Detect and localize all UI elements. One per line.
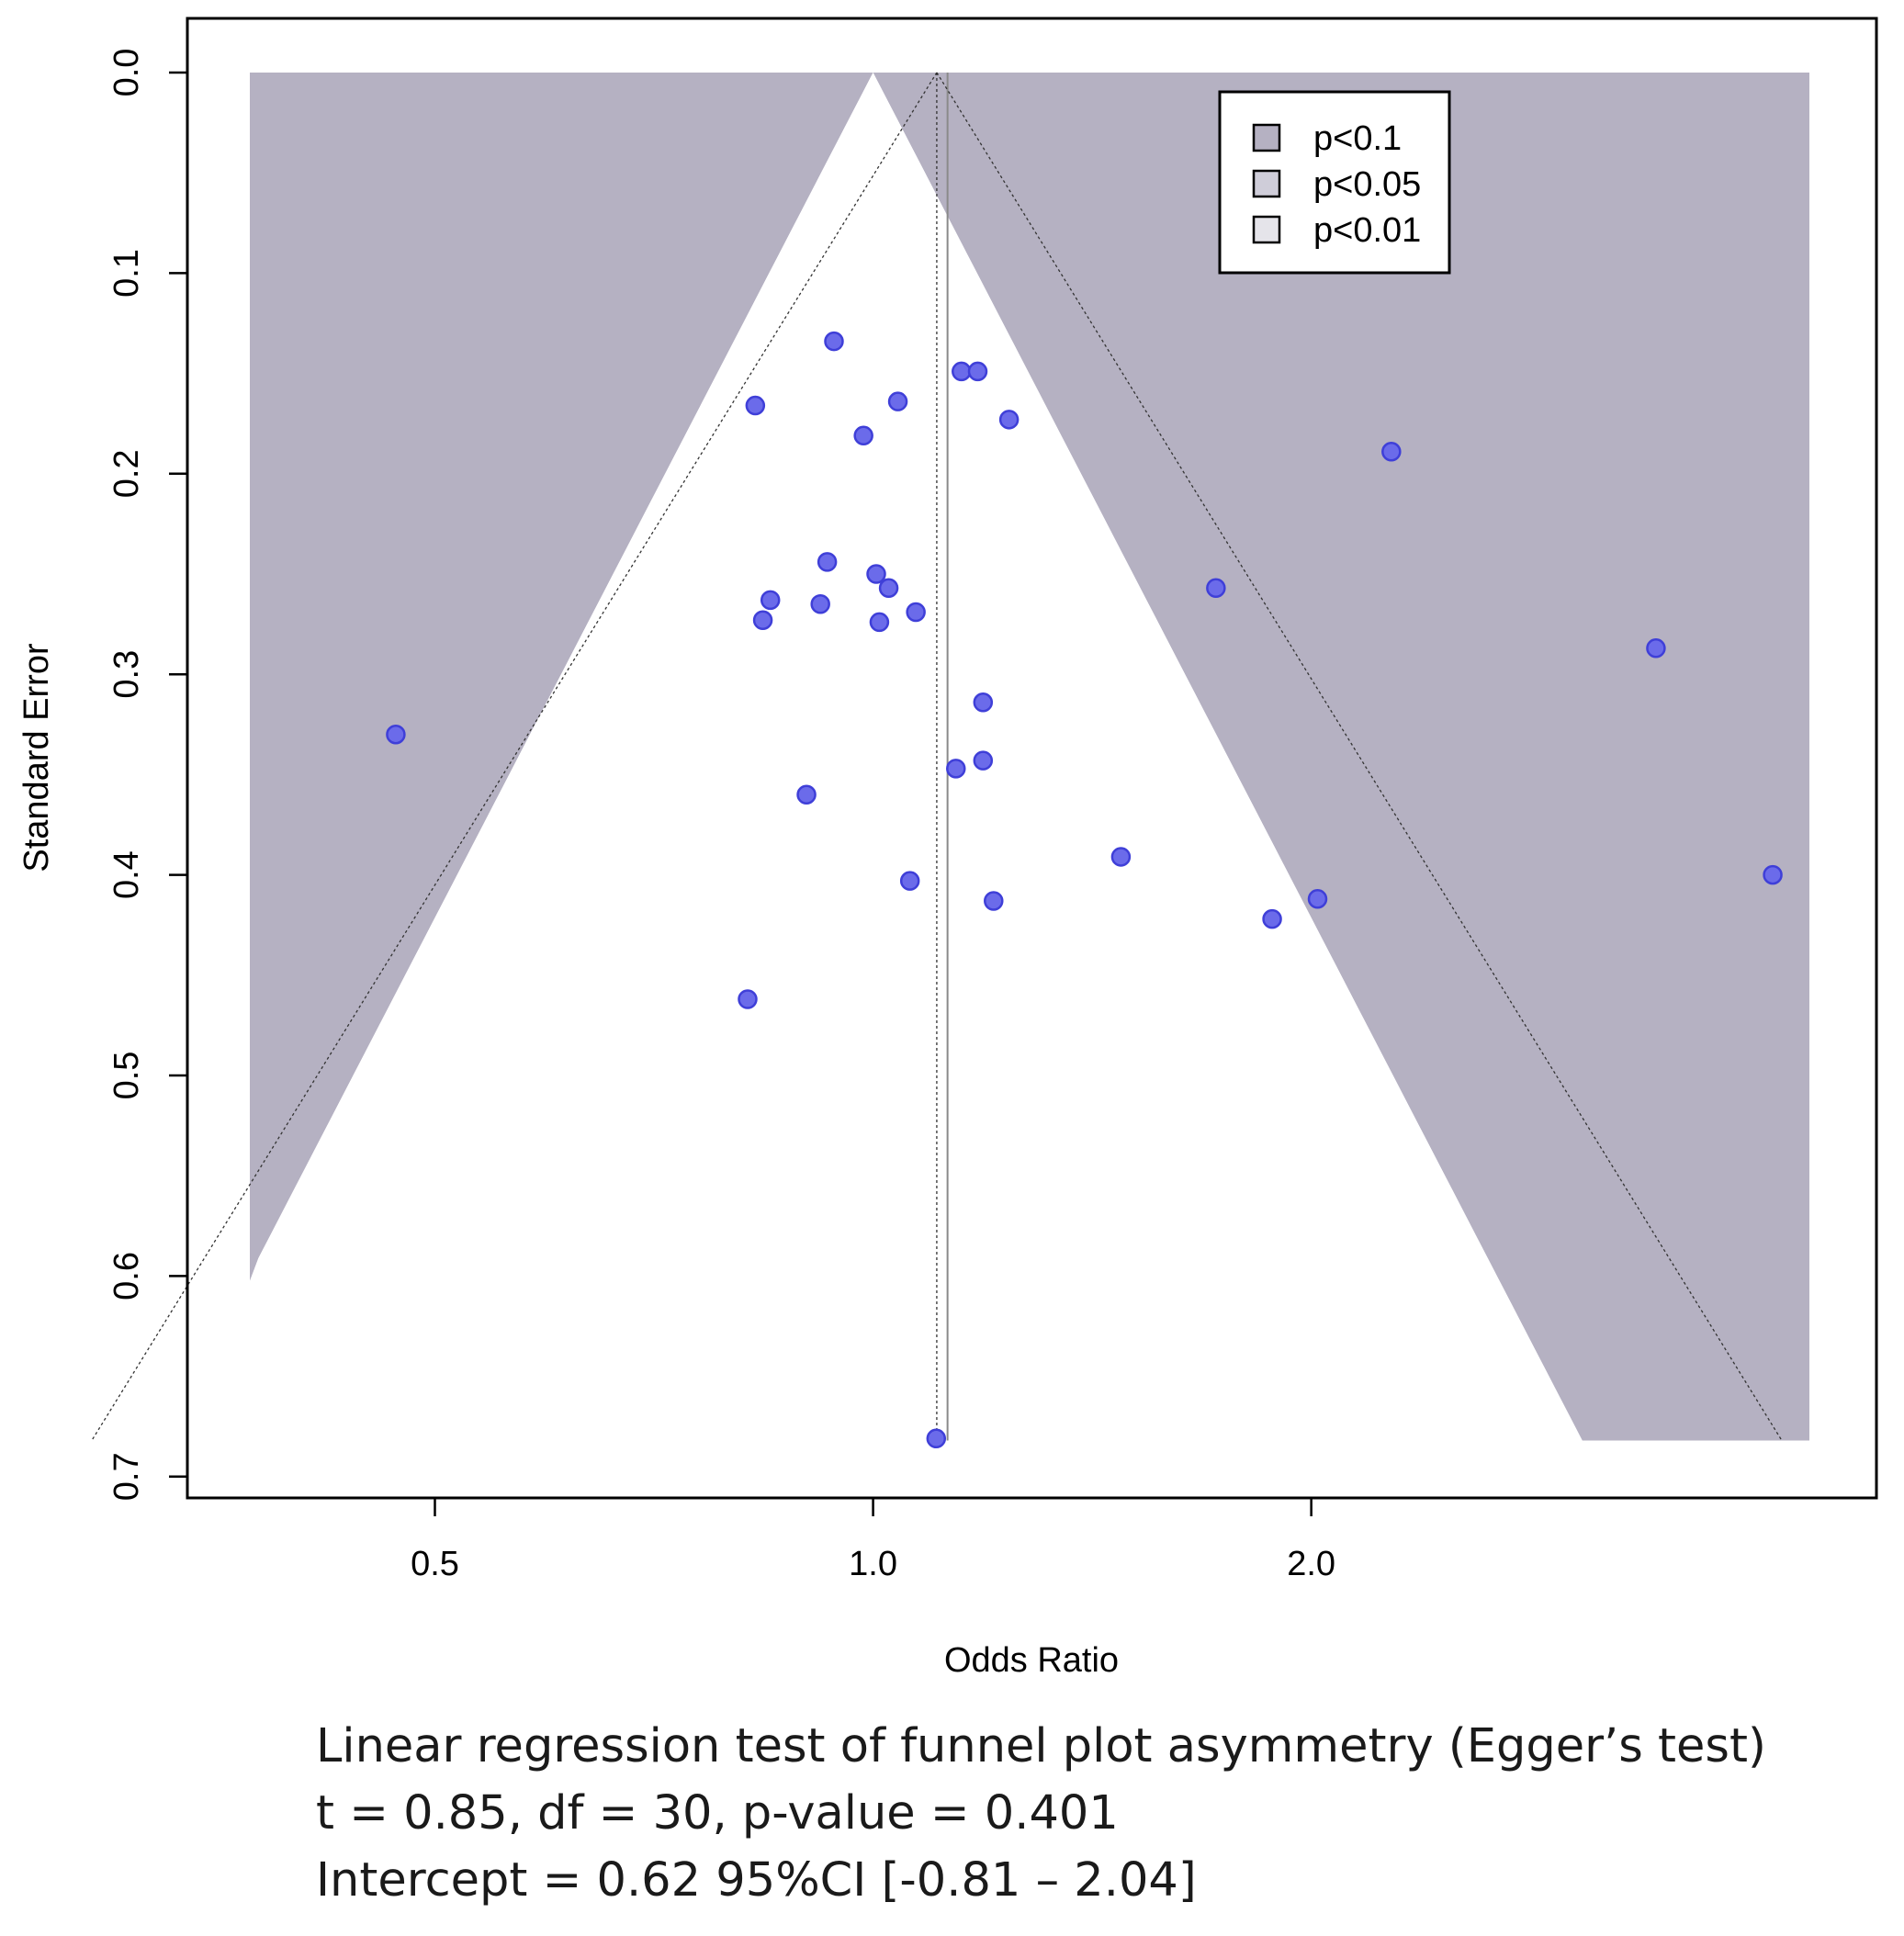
- legend: p<0.1 p<0.05 p<0.01: [1218, 90, 1451, 275]
- legend-label: p<0.01: [1313, 211, 1421, 250]
- data-point: [866, 564, 886, 584]
- y-tick-label: 0.5: [107, 1052, 146, 1100]
- contour-band-p01: [250, 73, 1809, 1441]
- data-point: [878, 578, 899, 599]
- data-point: [998, 410, 1020, 430]
- legend-swatch: [1252, 169, 1281, 198]
- x-tick-label: 0.5: [411, 1545, 459, 1583]
- y-axis: 0.0 0.1 0.2 0.3 0.4 0.5 0.6 0.7: [107, 49, 189, 1501]
- x-axis: 0.5 1.0 2.0: [411, 1498, 1335, 1583]
- data-points: [386, 331, 1783, 1449]
- data-point: [1307, 889, 1328, 909]
- data-point: [853, 425, 873, 446]
- data-point: [967, 361, 988, 382]
- y-tick-label: 0.1: [107, 249, 146, 298]
- data-point: [810, 594, 830, 614]
- y-tick-label: 0.7: [107, 1452, 146, 1501]
- data-point: [738, 989, 758, 1009]
- nonsignificant-region: [250, 73, 1583, 1441]
- y-tick-label: 0.6: [107, 1252, 146, 1300]
- legend-swatch: [1252, 215, 1281, 244]
- data-point: [984, 891, 1004, 911]
- funnel-left-line: [91, 72, 938, 1441]
- y-tick-label: 0.2: [107, 449, 146, 498]
- data-point: [906, 602, 926, 623]
- y-axis-label: Standard Error: [17, 643, 56, 872]
- data-point: [946, 759, 966, 779]
- caption-title: Linear regression test of funnel plot as…: [316, 1719, 1766, 1773]
- caption-statistics: t = 0.85, df = 30, p-value = 0.401: [316, 1786, 1119, 1840]
- data-point: [745, 395, 766, 416]
- data-point: [973, 692, 994, 713]
- data-point: [760, 590, 781, 611]
- legend-label: p<0.05: [1313, 165, 1421, 204]
- significance-contours: [250, 73, 1809, 1441]
- data-point: [952, 361, 972, 382]
- data-point: [1206, 578, 1226, 599]
- funnel-right-line: [936, 72, 1783, 1441]
- data-point: [926, 1428, 947, 1449]
- y-tick-label: 0.3: [107, 650, 146, 699]
- caption-intercept: Intercept = 0.62 95%CI [-0.81 – 2.04]: [316, 1853, 1197, 1908]
- data-point: [817, 552, 838, 572]
- data-point: [1262, 908, 1282, 929]
- y-tick-label: 0.0: [107, 49, 146, 97]
- legend-label: p<0.1: [1313, 119, 1402, 158]
- funnel-lines: [91, 72, 1783, 1441]
- x-tick-label: 2.0: [1287, 1545, 1335, 1583]
- data-point: [973, 750, 994, 771]
- y-tick-label: 0.4: [107, 850, 146, 899]
- data-point: [899, 871, 920, 891]
- data-point: [869, 612, 890, 633]
- data-point: [386, 724, 406, 745]
- data-point: [1646, 638, 1666, 658]
- data-point: [824, 331, 844, 352]
- data-point: [887, 391, 908, 411]
- data-point: [1110, 847, 1132, 867]
- data-point: [752, 610, 773, 630]
- x-axis-label: Odds Ratio: [944, 1641, 1119, 1680]
- legend-swatch: [1252, 123, 1281, 152]
- egger-test-caption: Linear regression test of funnel plot as…: [316, 1713, 1766, 1914]
- data-point: [796, 784, 817, 805]
- data-point: [1763, 864, 1783, 885]
- x-tick-label: 1.0: [849, 1545, 897, 1583]
- data-point: [1381, 442, 1402, 462]
